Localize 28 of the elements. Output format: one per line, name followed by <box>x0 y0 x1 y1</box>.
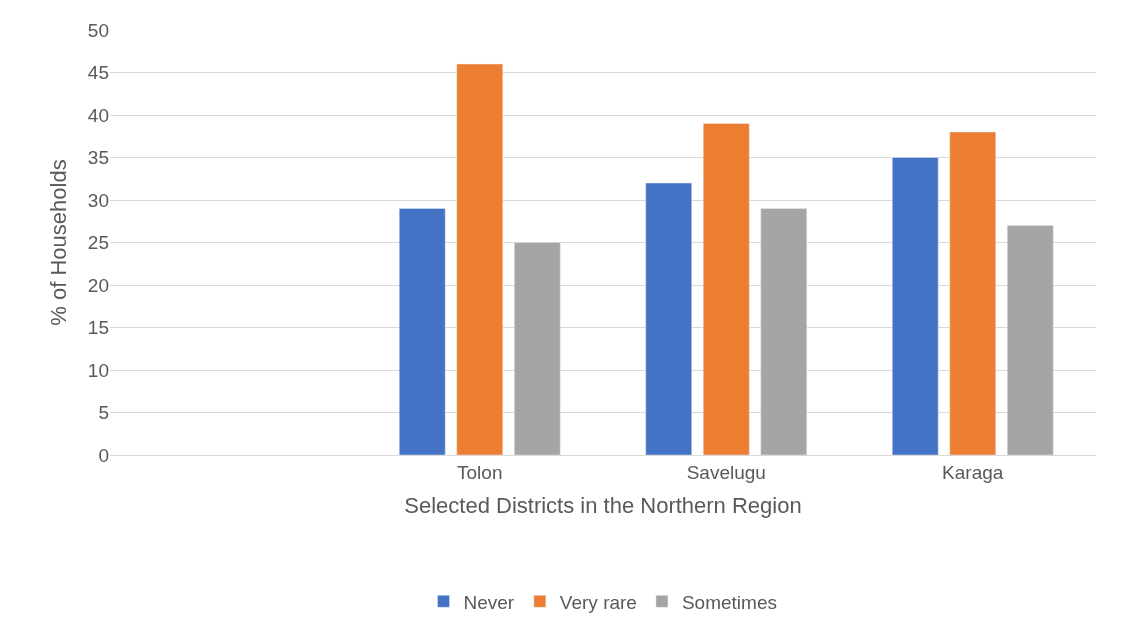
bar <box>702 123 750 455</box>
y-tick-label: 40 <box>87 104 109 126</box>
y-tick-label: 10 <box>87 359 109 381</box>
y-tick-label: 35 <box>87 147 109 169</box>
bar <box>760 208 808 455</box>
legend-label: Never <box>463 591 515 613</box>
bar <box>398 208 446 455</box>
y-tick-label: 20 <box>87 274 109 296</box>
y-tick-label: 0 <box>98 444 109 466</box>
y-tick-label: 30 <box>87 189 109 211</box>
y-axis-title: % of Households <box>45 159 71 326</box>
x-tick-label: Karaga <box>942 461 1004 483</box>
x-tick-label: Savelugu <box>686 461 766 483</box>
bar <box>949 131 997 455</box>
legend-label: Sometimes <box>681 591 777 613</box>
y-tick-label: 25 <box>87 232 109 254</box>
bar <box>1007 225 1054 455</box>
bar <box>514 242 561 455</box>
y-tick-label: 45 <box>87 62 109 84</box>
y-tick-label: 50 <box>87 19 109 41</box>
x-tick-label: Tolon <box>457 461 503 483</box>
bar <box>456 63 504 455</box>
y-tick-label: 15 <box>87 317 109 339</box>
bar <box>645 182 692 455</box>
legend-label: Very rare <box>559 591 637 613</box>
y-tick-label: 5 <box>98 402 109 424</box>
x-axis-title: Selected Districts in the Northern Region <box>404 492 802 518</box>
bar <box>891 157 939 455</box>
